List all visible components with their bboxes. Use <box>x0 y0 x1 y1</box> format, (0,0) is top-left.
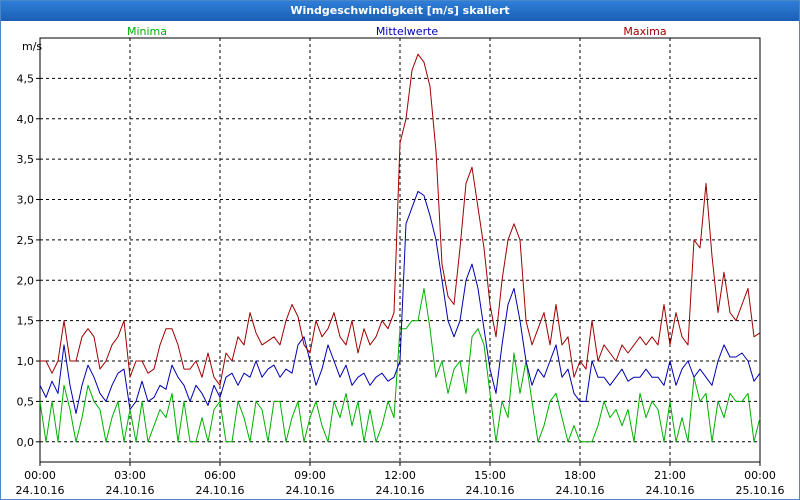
series-line-mittelwerte <box>39 190 761 414</box>
y-tick-label: 1,0 <box>17 355 35 368</box>
y-tick-label: 0,5 <box>17 395 35 408</box>
chart-title: Windgeschwindigkeit [m/s] skaliert <box>1 1 799 21</box>
x-tick-label-date: 24.10.16 <box>556 484 605 497</box>
legend-item-mittelwerte: Mittelwerte <box>376 25 439 38</box>
y-tick-label: 0,0 <box>17 436 35 449</box>
x-tick-label-time: 09:00 <box>294 469 326 482</box>
x-tick-label-time: 21:00 <box>654 469 686 482</box>
y-tick-label: 4,0 <box>17 113 35 126</box>
series-lines <box>39 53 761 443</box>
x-tick-label-date: 25.10.16 <box>736 484 785 497</box>
legend-item-minima: Minima <box>127 25 167 38</box>
y-tick-label: 1,5 <box>17 315 35 328</box>
series-line-minima <box>39 287 761 443</box>
x-tick-label-date: 24.10.16 <box>466 484 515 497</box>
y-tick-label: 3,5 <box>17 153 35 166</box>
axis-ticks: 0,0 0,5 1,0 1,5 2,0 2,5 3,0 3,5 4,0 4,5 00:00 24.10… <box>16 72 785 497</box>
x-tick-label-time: 15:00 <box>474 469 506 482</box>
y-tick-label: 2,0 <box>17 274 35 287</box>
y-tick-label: 4,5 <box>17 72 35 85</box>
y-tick-label: 3,0 <box>17 194 35 207</box>
x-tick-label-time: 03:00 <box>114 469 146 482</box>
legend: Minima Mittelwerte Maxima <box>127 25 667 38</box>
x-tick-label-time: 18:00 <box>564 469 596 482</box>
x-tick-label-time: 00:00 <box>744 469 776 482</box>
x-tick-label-time: 00:00 <box>24 469 56 482</box>
x-tick-label-time: 12:00 <box>384 469 416 482</box>
legend-item-maxima: Maxima <box>623 25 666 38</box>
x-tick-label-date: 24.10.16 <box>196 484 245 497</box>
y-tick-label: 2,5 <box>17 234 35 247</box>
y-axis-label: m/s <box>22 40 42 53</box>
x-tick-label-date: 24.10.16 <box>16 484 65 497</box>
series-line-maxima <box>40 53 761 386</box>
x-tick-label-date: 24.10.16 <box>286 484 335 497</box>
x-tick-label-date: 24.10.16 <box>376 484 425 497</box>
x-tick-label-date: 24.10.16 <box>106 484 155 497</box>
x-tick-label-time: 06:00 <box>204 469 236 482</box>
grid-lines <box>40 38 760 462</box>
x-tick-label-date: 24.10.16 <box>646 484 695 497</box>
